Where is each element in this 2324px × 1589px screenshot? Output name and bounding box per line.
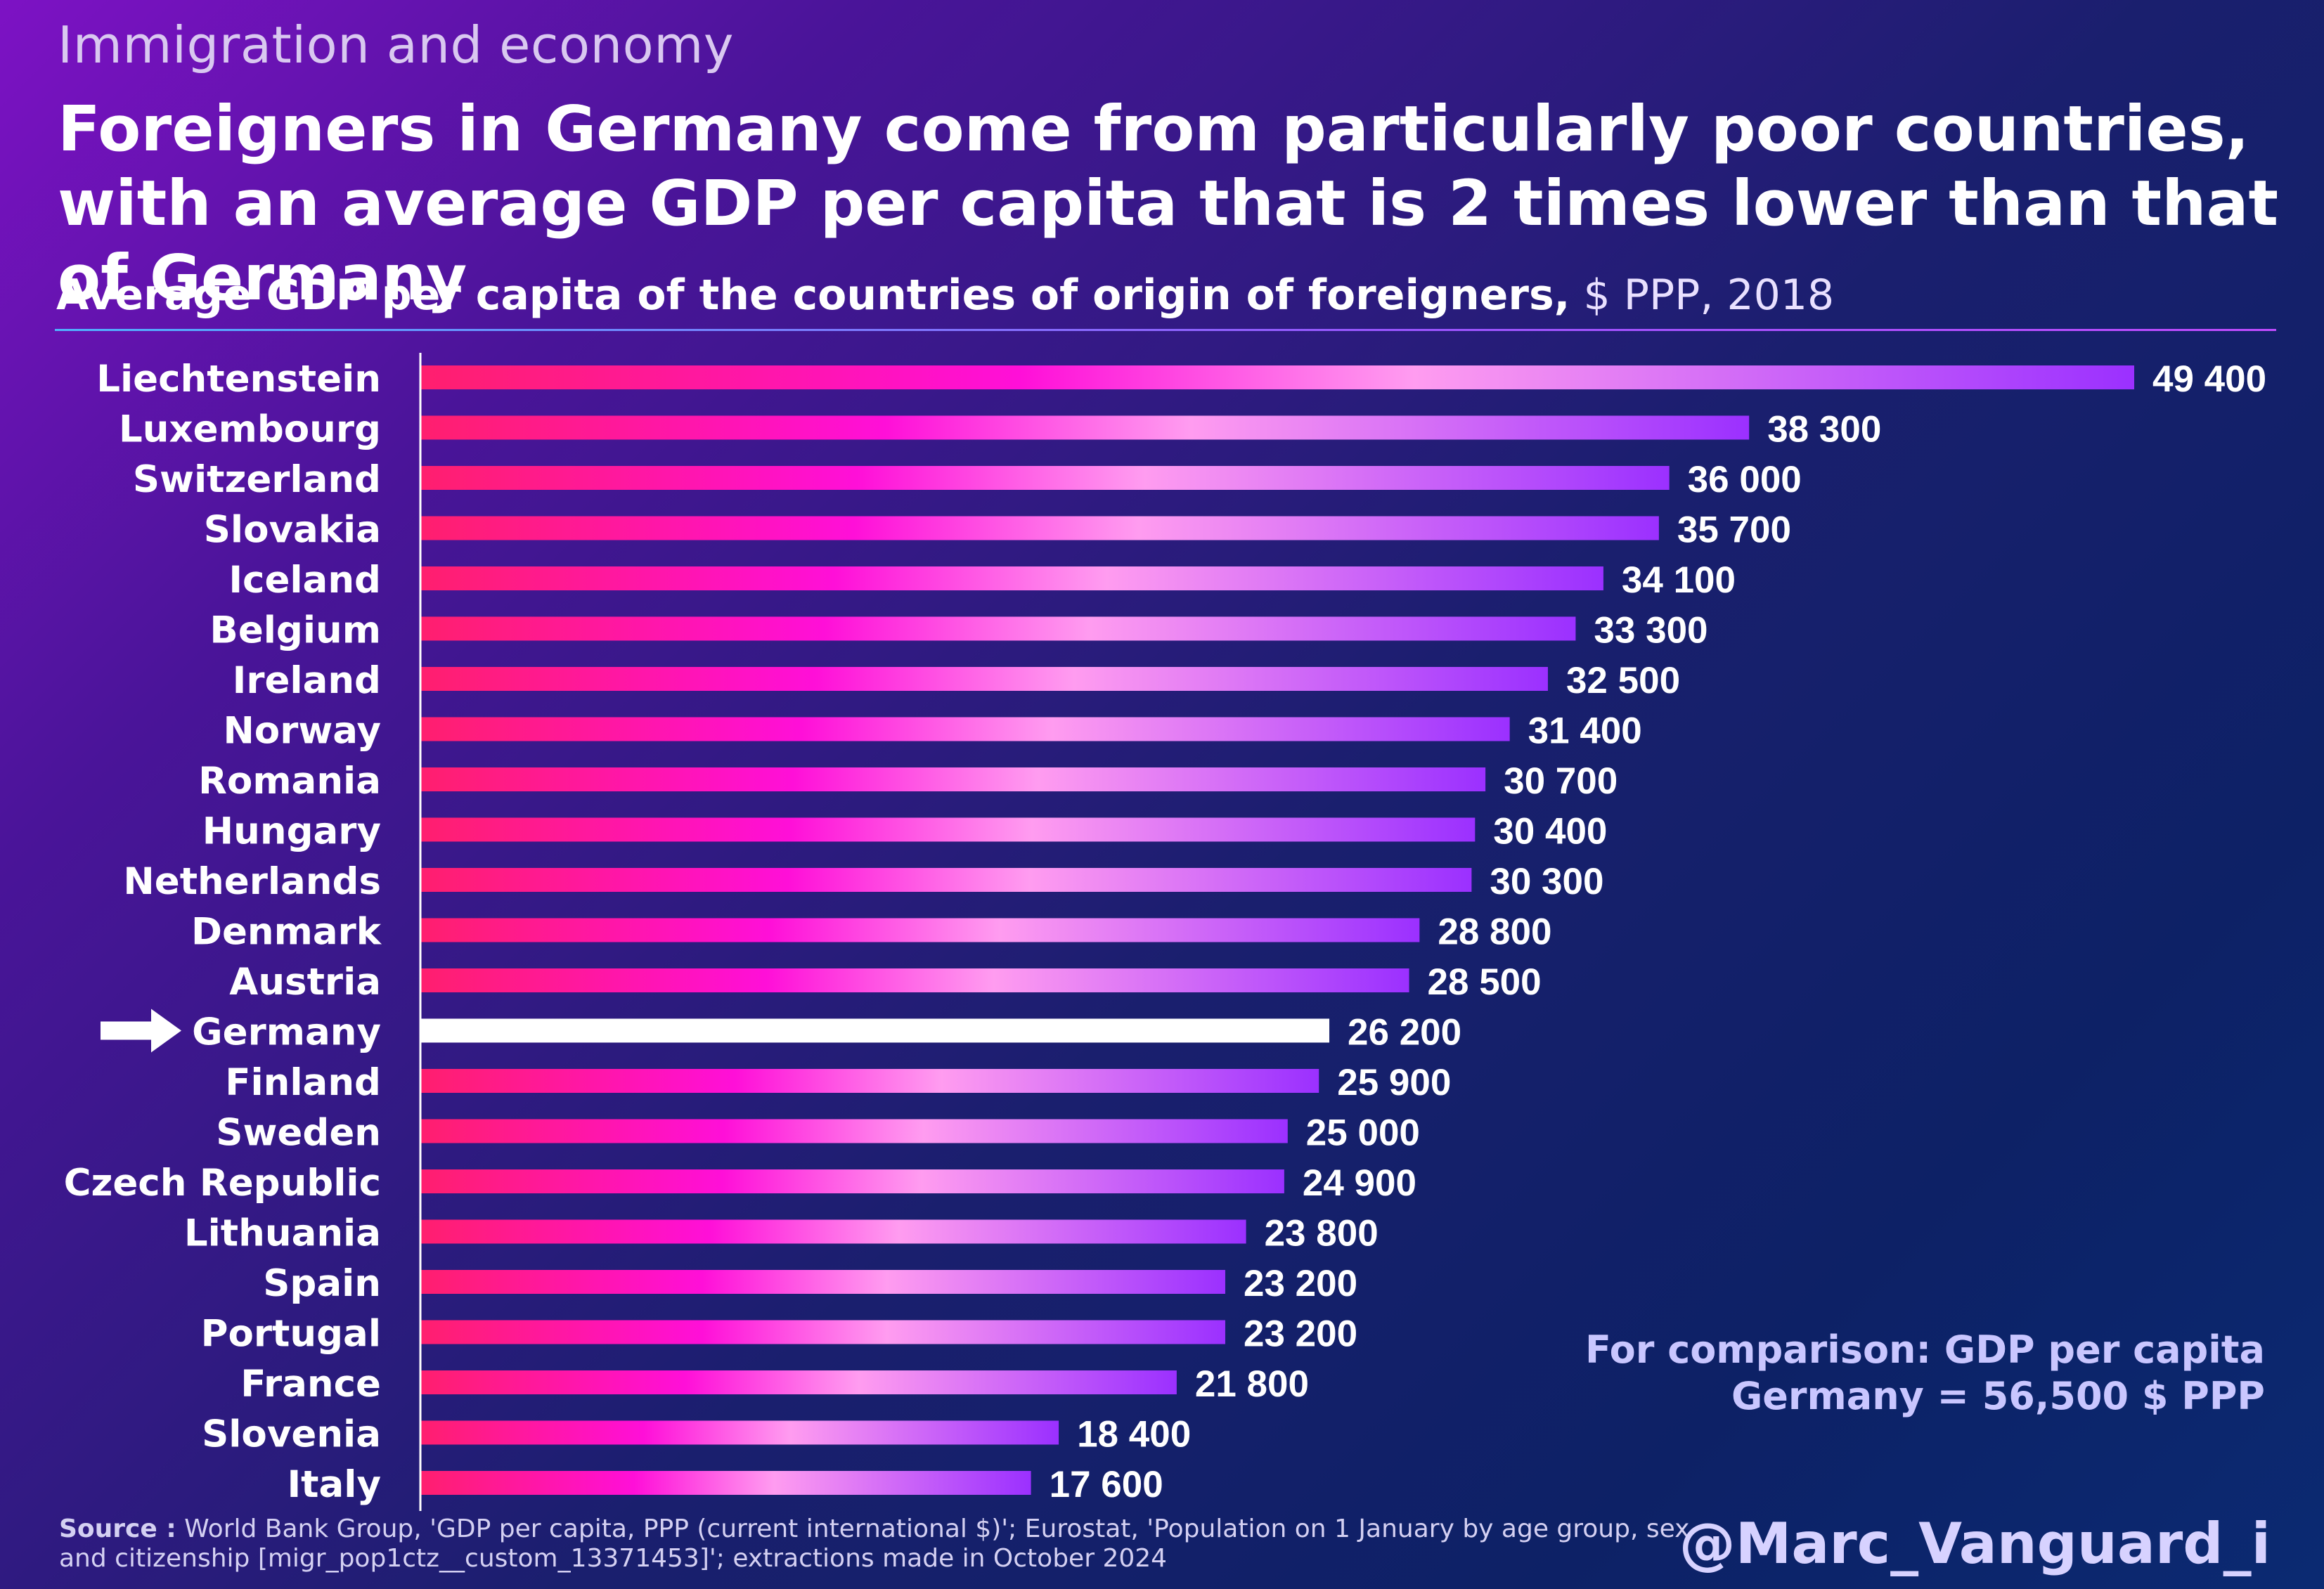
bar xyxy=(420,1018,1330,1043)
subtitle-main: Average GDP per capita of the countries … xyxy=(56,271,1570,320)
bar-chart: Liechtenstein 49 400 Luxembourg 38 300 Switz… xyxy=(64,353,2266,1511)
value-label: 24 900 xyxy=(1303,1162,1416,1204)
category-label: Norway xyxy=(223,710,381,753)
comparison-note: For comparison: GDP per capita Germany =… xyxy=(1584,1328,2265,1418)
category-label: Austria xyxy=(229,961,381,1004)
value-label: 36 000 xyxy=(1688,459,1802,500)
category-label: Belgium xyxy=(209,609,381,652)
subtitle-divider xyxy=(55,329,2276,331)
value-label: 28 800 xyxy=(1438,912,1551,953)
source-label: Source : xyxy=(59,1515,176,1543)
category-label: Slovakia xyxy=(204,509,381,552)
value-label: 18 400 xyxy=(1077,1414,1191,1455)
bar xyxy=(420,1119,1288,1143)
bar xyxy=(420,1370,1177,1394)
value-label: 33 300 xyxy=(1594,610,1708,651)
bar xyxy=(420,566,1603,590)
source-note: Source : World Bank Group, 'GDP per capi… xyxy=(59,1515,1732,1574)
bar xyxy=(420,1471,1031,1495)
bar xyxy=(420,365,2134,389)
category-label: Czech Republic xyxy=(64,1162,381,1205)
bar xyxy=(420,516,1659,540)
value-label: 35 700 xyxy=(1677,510,1791,551)
category-label: Finland xyxy=(225,1061,381,1104)
value-label: 26 200 xyxy=(1348,1012,1461,1053)
bar xyxy=(420,1420,1059,1445)
bar xyxy=(420,717,1510,741)
category-label: Luxembourg xyxy=(119,408,381,451)
category-label: Spain xyxy=(263,1262,381,1305)
value-label: 25 900 xyxy=(1337,1062,1451,1103)
category-label: Switzerland xyxy=(133,458,381,501)
value-label: 17 600 xyxy=(1050,1464,1163,1505)
value-label: 30 400 xyxy=(1493,811,1607,852)
bar xyxy=(420,767,1486,791)
category-label: Iceland xyxy=(228,559,381,602)
bar xyxy=(420,667,1548,691)
bar xyxy=(420,466,1670,490)
category-label: Hungary xyxy=(202,810,381,853)
right-arrow-icon xyxy=(101,1008,181,1053)
category-label: Italy xyxy=(287,1463,381,1506)
bar xyxy=(420,817,1476,842)
bar xyxy=(420,1320,1225,1344)
bar xyxy=(420,868,1472,892)
value-label: 23 200 xyxy=(1244,1314,1357,1355)
category-label: Germany xyxy=(192,1011,381,1054)
category-label: Ireland xyxy=(233,659,381,702)
topic-label: Immigration and economy xyxy=(58,15,734,74)
category-label: Liechtenstein xyxy=(96,358,381,401)
value-label: 30 300 xyxy=(1490,861,1603,902)
bar xyxy=(420,1270,1225,1294)
subtitle-unit: $ PPP, 2018 xyxy=(1570,271,1835,320)
value-label: 25 000 xyxy=(1306,1113,1420,1154)
author-handle: @Marc_Vanguard_i xyxy=(1679,1511,2271,1576)
value-label: 32 500 xyxy=(1566,660,1680,701)
category-label: Sweden xyxy=(216,1112,381,1155)
value-label: 34 100 xyxy=(1622,559,1736,601)
source-text: World Bank Group, 'GDP per capita, PPP (… xyxy=(59,1515,1690,1573)
value-label: 49 400 xyxy=(2152,358,2266,400)
category-label: Romania xyxy=(198,760,381,803)
value-label: 21 800 xyxy=(1195,1363,1309,1405)
value-label: 23 200 xyxy=(1244,1263,1357,1304)
value-label: 23 800 xyxy=(1265,1213,1379,1254)
category-label: Denmark xyxy=(191,911,382,954)
category-label: Netherlands xyxy=(123,860,381,903)
value-label: 28 500 xyxy=(1428,961,1542,1003)
category-label: Portugal xyxy=(201,1313,381,1356)
chart-plot-area: Liechtenstein 49 400 Luxembourg 38 300 Switz… xyxy=(64,353,2266,1511)
value-label: 30 700 xyxy=(1504,760,1618,802)
bar xyxy=(420,1169,1284,1193)
bar xyxy=(420,415,1750,440)
chart-title: Foreigners in Germany come from particul… xyxy=(58,92,2279,314)
bar xyxy=(420,1069,1319,1093)
category-label: Lithuania xyxy=(184,1212,381,1255)
value-label: 38 300 xyxy=(1767,409,1881,450)
value-label: 31 400 xyxy=(1528,711,1642,752)
bar xyxy=(420,968,1409,992)
bar xyxy=(420,616,1576,641)
category-label: Slovenia xyxy=(202,1413,381,1456)
bar xyxy=(420,918,1420,942)
chart-subtitle: Average GDP per capita of the countries … xyxy=(56,271,1834,320)
bar xyxy=(420,1219,1246,1244)
category-label: France xyxy=(240,1363,381,1406)
